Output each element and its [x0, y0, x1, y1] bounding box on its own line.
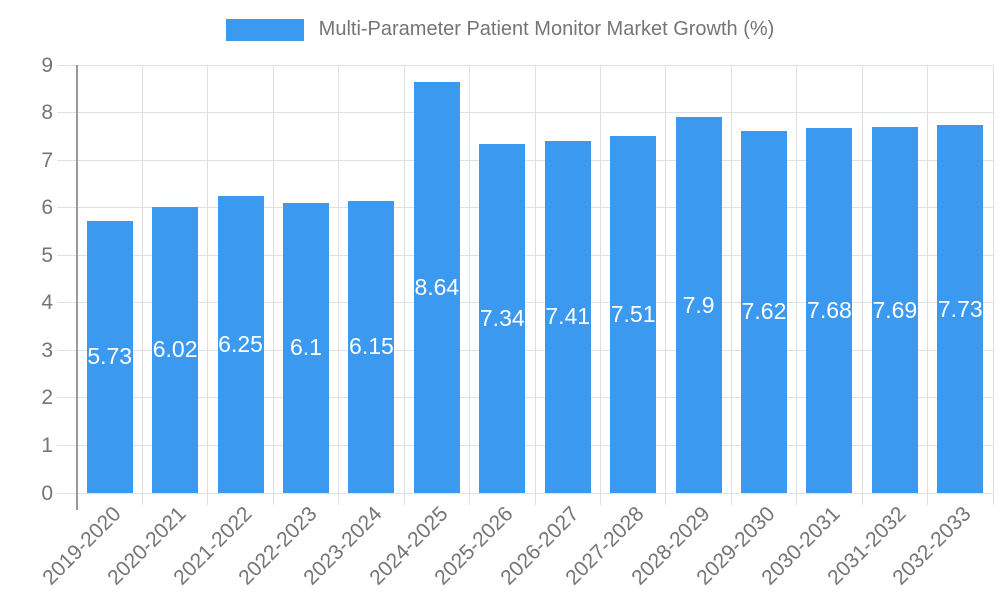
bar[interactable]: 7.69 [871, 127, 918, 493]
bar-value-label: 7.69 [872, 296, 918, 323]
bar-value-label: 7.34 [479, 304, 525, 331]
bar-value-label: 7.68 [807, 296, 852, 323]
gridline-horizontal [57, 112, 993, 114]
y-axis-tick-label: 1 [41, 433, 53, 457]
gridline-vertical [534, 65, 536, 505]
y-axis-line [76, 65, 78, 510]
bar[interactable]: 6.25 [217, 195, 264, 493]
gridline-vertical [861, 65, 863, 505]
legend-label: Multi-Parameter Patient Monitor Market G… [318, 18, 775, 40]
gridline-vertical [141, 65, 143, 505]
y-axis-tick-label: 8 [41, 101, 53, 125]
gridline-vertical [338, 65, 340, 505]
gridline-vertical [665, 65, 667, 505]
bar[interactable]: 7.34 [479, 143, 526, 493]
bar-value-label: 6.02 [152, 336, 198, 363]
gridline-vertical [796, 65, 798, 505]
bar[interactable]: 6.1 [283, 202, 329, 493]
bar-value-label: 6.15 [349, 333, 394, 360]
bar-value-label: 7.9 [682, 291, 715, 318]
bar-value-label: 7.41 [545, 303, 591, 330]
y-axis-tick-label: 5 [41, 243, 53, 267]
y-axis-tick-label: 0 [41, 481, 53, 505]
bar-value-label: 7.73 [937, 295, 983, 322]
bar[interactable]: 7.9 [675, 117, 722, 493]
gridline-vertical [599, 65, 601, 505]
gridline-vertical [992, 65, 994, 505]
legend-swatch [225, 18, 304, 41]
gridline-horizontal [57, 492, 993, 494]
bar[interactable]: 7.73 [937, 125, 984, 493]
bar-value-label: 8.64 [414, 274, 460, 301]
y-axis-tick-label: 4 [41, 291, 53, 315]
bar-value-label: 6.1 [290, 334, 322, 361]
gridline-vertical [927, 65, 929, 505]
y-axis-tick-label: 9 [41, 53, 53, 77]
bar-value-label: 6.25 [218, 330, 263, 357]
bar[interactable]: 8.64 [413, 82, 460, 493]
gridline-vertical [730, 65, 732, 505]
y-axis-tick-label: 2 [41, 386, 53, 410]
y-axis-tick-label: 3 [41, 338, 53, 362]
bar[interactable]: 7.41 [544, 140, 591, 493]
bar-value-label: 7.51 [610, 300, 656, 327]
bar-value-label: 5.73 [87, 343, 133, 370]
bar[interactable]: 6.15 [348, 200, 395, 493]
bar[interactable]: 7.68 [806, 127, 853, 493]
y-axis-tick-label: 6 [41, 196, 53, 220]
bar-value-label: 7.62 [741, 298, 787, 325]
gridline-horizontal [57, 64, 993, 66]
bar[interactable]: 7.62 [741, 130, 787, 493]
gridline-vertical [207, 65, 209, 505]
gridline-vertical [272, 65, 274, 505]
bar[interactable]: 7.51 [610, 135, 657, 493]
y-axis-tick-label: 7 [41, 148, 53, 172]
gridline-vertical [469, 65, 471, 505]
bar[interactable]: 6.02 [152, 206, 199, 493]
bar[interactable]: 5.73 [86, 220, 133, 493]
gridline-vertical [403, 65, 405, 505]
legend[interactable]: Multi-Parameter Patient Monitor Market G… [0, 18, 1000, 41]
